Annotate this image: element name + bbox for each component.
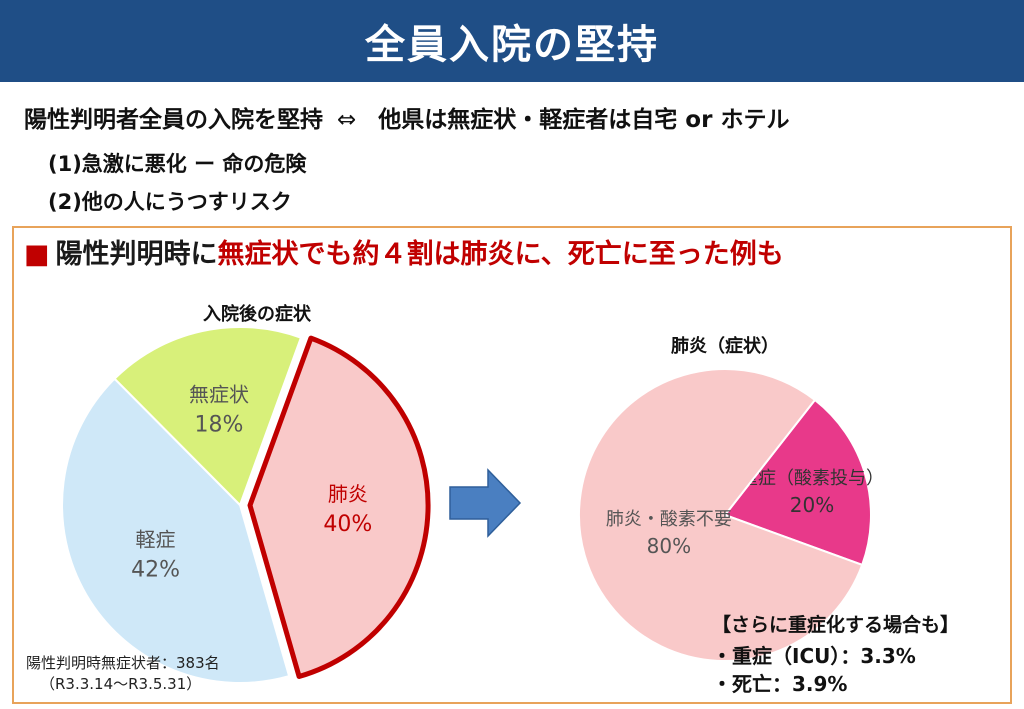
intro-lead: 陽性判明者全員の入院を堅持 [24, 107, 323, 133]
pie1-title: 入院後の症状 [203, 303, 312, 325]
page-title: 全員入院の堅持 [365, 22, 659, 68]
pie2-value-0: 20% [790, 493, 834, 517]
intro-contrast: 他県は無症状・軽症者は自宅 or ホテル [378, 107, 790, 133]
pie1-label-1: 軽症 [136, 528, 176, 552]
pie2-slice-0 [723, 398, 872, 567]
pie2-slice-1 [578, 368, 864, 663]
pie1-value-2: 18% [195, 412, 244, 437]
pie1-value-0: 40% [323, 512, 372, 537]
headline: ■ 陽性判明時に無症状でも約４割は肺炎に、死亡に至った例も [24, 232, 784, 271]
pie2-title: 肺炎（症状） [671, 335, 779, 357]
headline-part1: 陽性判明時に [55, 239, 218, 270]
footnote-count: 陽性判明時無症状者：383名 [26, 654, 220, 672]
headline-part2: 無症状でも約４割は肺炎に、死亡に至った例も [217, 239, 784, 270]
content-panel [12, 226, 1012, 704]
pie1-label-0: 肺炎 [328, 482, 368, 506]
callout-item-death: ・死亡：3.9% [712, 672, 848, 696]
pie2-value-1: 80% [647, 534, 691, 558]
page-title-bar: 全員入院の堅持 [0, 0, 1024, 82]
pie1-slice-2 [113, 325, 302, 506]
headline-bullet: ■ [24, 239, 50, 270]
intro-operator: ⇔ [337, 107, 357, 133]
arrow-icon [449, 468, 522, 538]
footnote-period: （R3.3.14～R3.5.31） [40, 675, 202, 693]
point-2: (2)他の人にうつすリスク [48, 190, 292, 214]
callout-title: 【さらに重症化する場合も】 [712, 614, 960, 636]
callout-item-icu: ・重症（ICU）：3.3% [712, 644, 916, 668]
point-1: (1)急激に悪化 ー 命の危険 [48, 152, 307, 176]
pie2-label-1: 肺炎・酸素不要 [606, 509, 732, 530]
pie2-label-0: 重症（酸素投与） [740, 468, 884, 489]
pie-chart-pneumonia: 肺炎（症状） 重症（酸素投与） 20% 肺炎・酸素不要 80% [578, 335, 884, 663]
pie1-label-2: 無症状 [189, 382, 249, 406]
pie1-value-1: 42% [131, 558, 180, 583]
pie1-slice-0 [247, 335, 431, 679]
pie1-slice-1 [61, 377, 291, 684]
arrow-shape [449, 468, 522, 538]
intro-line: 陽性判明者全員の入院を堅持 ⇔ 他県は無症状・軽症者は自宅 or ホテル [24, 100, 789, 134]
